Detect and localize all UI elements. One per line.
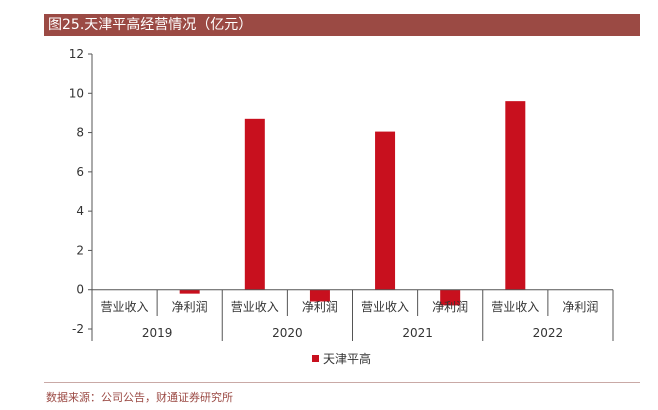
group-label: 2022: [533, 326, 564, 340]
y-tick-label: 12: [69, 47, 84, 61]
y-tick-label: 10: [69, 86, 84, 100]
footer-divider: [44, 382, 640, 383]
y-tick-label: 6: [76, 165, 84, 179]
bar: [309, 289, 330, 302]
legend: 天津平高: [312, 351, 371, 366]
bar: [505, 101, 526, 290]
bars: [179, 101, 526, 306]
x-tick-label: 净利润: [302, 300, 338, 314]
x-axis: 营业收入 净利润 营业收入 净利润 营业收入 净利润 营业收入 净利润 2019 2020 2021…: [91, 289, 614, 341]
group-label: 2019: [142, 326, 173, 340]
group-label: 2020: [272, 326, 303, 340]
y-tick-label: -2: [72, 322, 84, 336]
chart-title: 图25.天津平高经营情况（亿元）: [44, 14, 640, 36]
y-tick-label: 4: [76, 204, 84, 218]
y-tick-label: 8: [76, 126, 84, 140]
x-tick-label: 营业收入: [231, 300, 279, 314]
bar: [179, 289, 200, 294]
source-note: 数据来源：公司公告，财通证券研究所: [46, 391, 233, 404]
x-tick-label: 净利润: [172, 300, 208, 314]
y-tick-label: 2: [76, 243, 84, 257]
x-tick-label: 营业收入: [101, 300, 149, 314]
bar: [375, 131, 396, 290]
legend-label: 天津平高: [323, 351, 371, 366]
x-tick-label: 营业收入: [491, 300, 539, 314]
bar: [244, 118, 265, 290]
group-label: 2021: [402, 326, 433, 340]
x-tick-label: 营业收入: [361, 300, 409, 314]
y-tick-label: 0: [76, 283, 84, 297]
x-tick-label: 净利润: [432, 300, 468, 314]
bar: [440, 289, 461, 306]
x-tick-label: 净利润: [562, 300, 598, 314]
legend-swatch: [312, 355, 319, 362]
y-axis: -2 0 2 4 6 8 10 12: [69, 47, 93, 336]
